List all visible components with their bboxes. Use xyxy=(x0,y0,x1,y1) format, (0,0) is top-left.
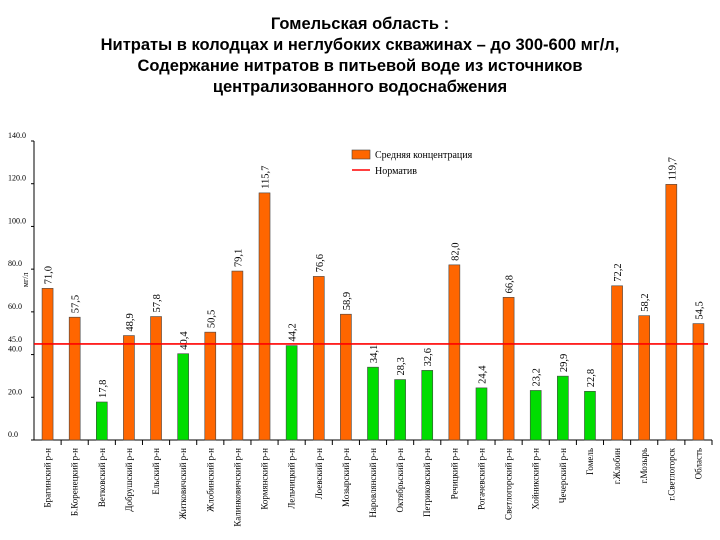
category-label: Брагинский р-н xyxy=(43,448,53,508)
value-label: 28,3 xyxy=(396,357,407,375)
bar xyxy=(502,297,515,441)
legend-bar-label: Средняя концентрация xyxy=(375,150,473,161)
category-label: Житковичский р-н xyxy=(178,448,188,520)
bar xyxy=(204,331,217,441)
value-label: 58,9 xyxy=(342,292,353,310)
legend-bar-swatch xyxy=(351,149,371,160)
value-label: 40,4 xyxy=(179,331,190,350)
category-label: Добрушский р-н xyxy=(124,448,134,512)
bar xyxy=(150,316,162,441)
category-label: Гомель xyxy=(585,448,595,475)
category-label: Светлогорский р-н xyxy=(504,448,514,520)
category-label: Жлобинский р-н xyxy=(205,448,215,512)
value-label: 115,7 xyxy=(261,166,272,189)
value-label: 119,7 xyxy=(667,157,678,180)
value-label: 24,4 xyxy=(477,365,488,384)
y-tick-label: 120.0 xyxy=(8,174,26,183)
category-label: Рогачевский р-н xyxy=(476,448,486,510)
value-label: 57,5 xyxy=(71,295,82,313)
y-tick-label: 80.0 xyxy=(8,259,22,268)
value-label: 58,2 xyxy=(640,293,651,311)
y-axis-label: мг/л xyxy=(21,273,30,288)
bar xyxy=(285,345,298,441)
value-label: 29,9 xyxy=(559,354,570,372)
title-line-3: Содержание нитратов в питьевой воде из и… xyxy=(137,57,583,75)
bar xyxy=(123,335,135,441)
bar xyxy=(475,387,488,441)
y-tick-label: 100.0 xyxy=(8,216,26,225)
value-label: 23,2 xyxy=(532,368,543,386)
category-label: Область xyxy=(693,448,703,479)
category-label: Ветковский р-н xyxy=(97,448,107,507)
value-label: 79,1 xyxy=(233,249,244,267)
category-label: Чечерский р-н xyxy=(558,448,568,503)
bar xyxy=(41,288,54,441)
category-label: г.Жлобин xyxy=(612,448,622,484)
bar xyxy=(367,366,379,441)
bar xyxy=(231,270,244,441)
y-tick-label: 0.0 xyxy=(8,430,18,439)
category-label: Мозырский р-н xyxy=(341,448,351,507)
y-tick-label: 140.0 xyxy=(8,131,26,140)
value-label: 22,8 xyxy=(586,369,597,387)
y-tick-label: 20.0 xyxy=(8,387,22,396)
value-label: 57,8 xyxy=(152,294,163,312)
bar xyxy=(692,323,705,441)
category-label: г.Мозырь xyxy=(639,448,649,483)
value-label: 32,6 xyxy=(423,348,434,366)
bar xyxy=(68,316,81,441)
bar xyxy=(665,184,678,441)
bar xyxy=(584,391,596,441)
y-tick-label: 40.0 xyxy=(8,345,22,354)
value-label: 48,9 xyxy=(125,313,136,331)
legend-line-label: Норматив xyxy=(375,166,417,177)
bar xyxy=(448,264,461,441)
bar xyxy=(312,276,325,441)
category-label: г.Светлогорск xyxy=(666,447,676,500)
chart-title: Гомельская область : Нитраты в колодцах … xyxy=(0,14,720,98)
value-label: 44,2 xyxy=(288,323,299,341)
bar xyxy=(638,315,651,441)
value-label: 76,6 xyxy=(315,254,326,272)
category-label: Лельчицкий р-н xyxy=(287,448,297,509)
bar xyxy=(340,313,352,441)
title-line-1: Гомельская область : xyxy=(270,15,450,33)
bar xyxy=(96,401,108,441)
value-label: 71,0 xyxy=(44,266,55,284)
value-label: 17,8 xyxy=(98,380,109,398)
category-label: Речицкий р-н xyxy=(449,448,459,500)
bar xyxy=(421,370,434,441)
value-label: 66,8 xyxy=(505,275,516,293)
norm-value-label: 45.0 xyxy=(8,335,22,344)
value-label: 34,1 xyxy=(369,345,380,363)
category-label: Кормянский р-н xyxy=(260,448,270,510)
bar xyxy=(258,192,271,441)
bar xyxy=(557,375,569,441)
category-label: Б.Коренецкий р-н xyxy=(70,448,80,516)
title-line-2: Нитраты в колодцах и неглубоких скважина… xyxy=(100,36,620,54)
bar xyxy=(177,353,189,441)
category-label: Ельский р-н xyxy=(151,448,161,495)
value-label: 50,5 xyxy=(206,310,217,328)
category-label: Наровлянский р-н xyxy=(368,448,378,518)
value-label: 72,2 xyxy=(613,263,624,281)
category-label: Хойникский р-н xyxy=(531,448,541,510)
title-line-4: централизованного водоснабжения xyxy=(212,78,508,96)
category-label: Октябрьский р-н xyxy=(395,448,405,513)
value-label: 54,5 xyxy=(694,301,705,319)
value-label: 82,0 xyxy=(450,242,461,260)
category-label: Калинковичский р-н xyxy=(232,448,242,527)
bar xyxy=(611,285,623,441)
category-label: Петриковский р-н xyxy=(422,448,432,517)
category-label: Лоевский р-н xyxy=(314,448,324,499)
bar xyxy=(394,379,406,441)
bar xyxy=(529,390,542,441)
y-tick-label: 60.0 xyxy=(8,302,22,311)
